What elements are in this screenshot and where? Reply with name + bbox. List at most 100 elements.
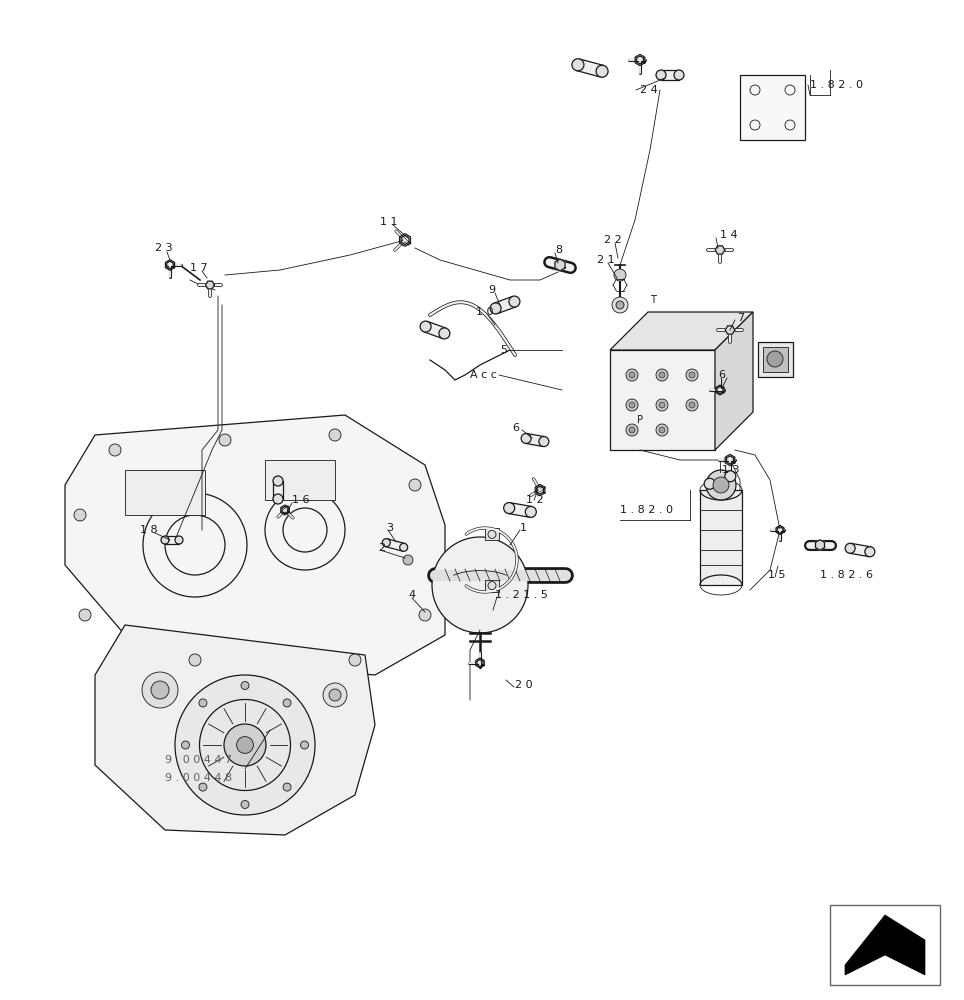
- Polygon shape: [758, 342, 793, 377]
- Text: 1 . 8 2 . 6: 1 . 8 2 . 6: [820, 570, 873, 580]
- Circle shape: [629, 402, 635, 408]
- Circle shape: [656, 399, 668, 411]
- Circle shape: [704, 478, 715, 489]
- Circle shape: [659, 427, 665, 433]
- Circle shape: [403, 555, 413, 565]
- Circle shape: [629, 427, 635, 433]
- Circle shape: [845, 543, 855, 553]
- Circle shape: [175, 675, 315, 815]
- Text: 3: 3: [386, 523, 393, 533]
- Circle shape: [301, 741, 308, 749]
- Polygon shape: [424, 321, 446, 339]
- Circle shape: [241, 682, 249, 690]
- Circle shape: [349, 654, 361, 666]
- Circle shape: [219, 434, 231, 446]
- Circle shape: [383, 539, 390, 547]
- Circle shape: [509, 296, 520, 307]
- Bar: [763, 347, 788, 372]
- Polygon shape: [725, 326, 735, 334]
- Polygon shape: [273, 481, 283, 499]
- Circle shape: [439, 328, 450, 339]
- Text: 2 1: 2 1: [597, 255, 615, 265]
- Circle shape: [656, 70, 666, 80]
- Circle shape: [572, 59, 584, 71]
- Polygon shape: [95, 625, 375, 835]
- Polygon shape: [555, 259, 565, 271]
- Text: 9 . 0 0 4 4 8: 9 . 0 0 4 4 8: [165, 773, 232, 783]
- Circle shape: [686, 399, 698, 411]
- Polygon shape: [845, 915, 925, 975]
- Text: 1: 1: [520, 523, 527, 533]
- Text: 2 2: 2 2: [604, 235, 622, 245]
- Polygon shape: [708, 471, 733, 489]
- Circle shape: [329, 689, 341, 701]
- Text: T: T: [650, 295, 656, 305]
- Text: 1 4: 1 4: [720, 230, 737, 240]
- Circle shape: [713, 477, 729, 493]
- Circle shape: [283, 699, 291, 707]
- Circle shape: [522, 433, 531, 443]
- Bar: [485, 580, 499, 592]
- Polygon shape: [576, 59, 603, 77]
- Circle shape: [612, 297, 628, 313]
- Circle shape: [525, 506, 536, 517]
- Circle shape: [241, 800, 249, 808]
- Circle shape: [614, 269, 626, 281]
- Circle shape: [865, 547, 875, 557]
- Circle shape: [725, 471, 736, 482]
- Text: A c c: A c c: [470, 370, 496, 380]
- Circle shape: [596, 65, 608, 77]
- Circle shape: [490, 303, 501, 314]
- Circle shape: [656, 424, 668, 436]
- Text: 7: 7: [737, 313, 744, 323]
- Circle shape: [199, 783, 207, 791]
- Circle shape: [151, 681, 169, 699]
- Text: 1 . 2 1 . 5: 1 . 2 1 . 5: [495, 590, 548, 600]
- Circle shape: [329, 429, 341, 441]
- Circle shape: [432, 537, 528, 633]
- Circle shape: [503, 503, 515, 514]
- Text: 1 0: 1 0: [476, 307, 494, 317]
- Circle shape: [659, 402, 665, 408]
- Circle shape: [323, 683, 347, 707]
- Circle shape: [189, 654, 201, 666]
- Text: 1 2: 1 2: [526, 495, 544, 505]
- Bar: [485, 528, 499, 540]
- Text: 4: 4: [408, 590, 415, 600]
- Text: 1 3: 1 3: [722, 465, 739, 475]
- Text: 1 6: 1 6: [292, 495, 309, 505]
- Circle shape: [236, 737, 254, 753]
- Polygon shape: [816, 540, 824, 550]
- Circle shape: [273, 494, 283, 504]
- Circle shape: [626, 424, 638, 436]
- Text: 1 1: 1 1: [380, 217, 397, 227]
- Circle shape: [629, 372, 635, 378]
- Text: 1 5: 1 5: [768, 570, 786, 580]
- Circle shape: [273, 476, 283, 486]
- Bar: [830, 905, 940, 985]
- Text: 1 7: 1 7: [190, 263, 207, 273]
- Polygon shape: [849, 543, 870, 557]
- Circle shape: [626, 399, 638, 411]
- Text: 6: 6: [718, 370, 725, 380]
- Text: 1 . 8 2 . 0: 1 . 8 2 . 0: [810, 80, 863, 90]
- Polygon shape: [661, 70, 679, 80]
- Circle shape: [686, 369, 698, 381]
- Circle shape: [674, 70, 684, 80]
- Circle shape: [626, 369, 638, 381]
- Polygon shape: [525, 434, 545, 446]
- Text: 6: 6: [512, 423, 519, 433]
- Text: P: P: [637, 415, 643, 425]
- Circle shape: [767, 351, 783, 367]
- Text: 8: 8: [555, 245, 562, 255]
- Polygon shape: [205, 281, 214, 289]
- Bar: [740, 75, 805, 140]
- Text: 2 3: 2 3: [155, 243, 173, 253]
- Circle shape: [420, 321, 431, 332]
- Bar: [265, 460, 335, 500]
- Text: 1 . 8 2 . 0: 1 . 8 2 . 0: [620, 505, 673, 515]
- Circle shape: [706, 470, 736, 500]
- Circle shape: [79, 609, 91, 621]
- Text: 2 4: 2 4: [640, 85, 657, 95]
- Text: 9 . 0 0 4 4 7: 9 . 0 0 4 4 7: [165, 755, 232, 765]
